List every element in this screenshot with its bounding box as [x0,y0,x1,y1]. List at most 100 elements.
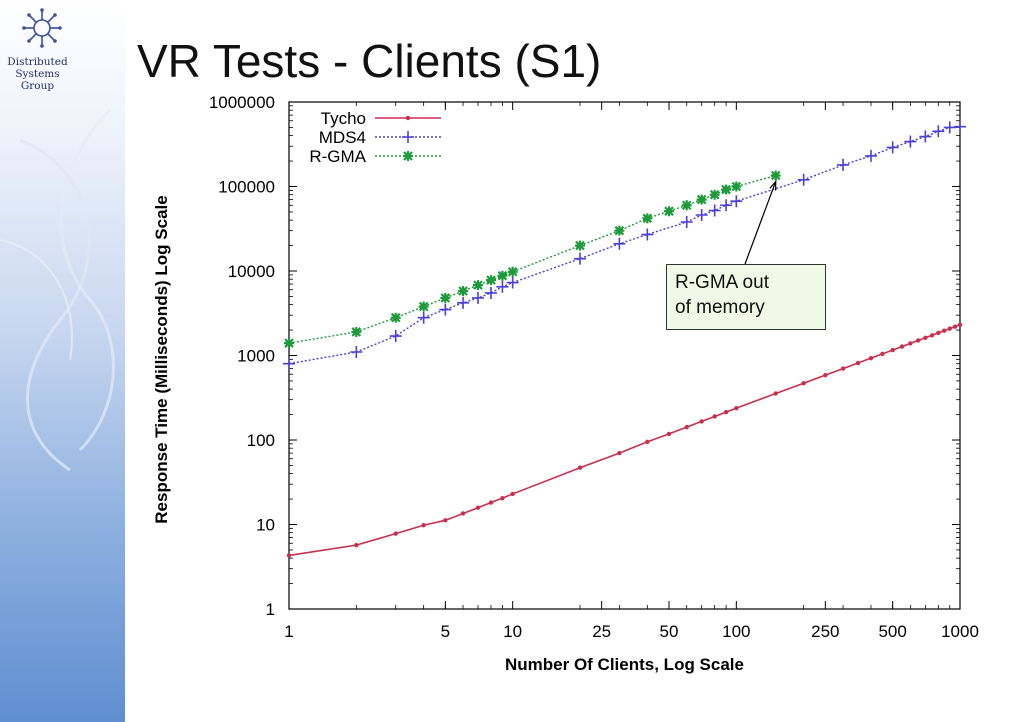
data-point-mds4 [641,228,654,241]
x-tick-label: 10 [503,622,522,641]
data-point-tycho [957,322,963,327]
data-point-tycho [460,511,466,516]
data-point-r-gma [485,275,496,286]
data-point-mds4 [932,125,945,138]
annotation-arrowhead [769,179,777,191]
data-point-mds4 [350,346,363,359]
data-point-tycho [734,405,739,411]
data-point-tycho [890,347,895,353]
decorative-swirl [0,108,115,472]
y-tick-label: 1000 [237,347,275,366]
data-point-tycho [823,372,828,378]
data-point-tycho [801,381,806,386]
data-point-tycho [840,366,846,371]
legend-marker-mds4 [402,131,414,143]
data-point-r-gma [681,200,692,211]
data-point-tycho [947,326,952,331]
data-point-mds4 [283,357,295,370]
data-point-tycho [773,391,778,396]
data-point-mds4 [680,216,693,229]
data-point-tycho [617,450,622,456]
data-point-tycho [393,531,398,536]
data-point-tycho [923,335,928,340]
data-point-tycho [666,431,672,437]
data-point-mds4 [886,141,899,154]
data-point-tycho [952,324,958,329]
data-point-tycho [908,341,913,346]
plot-frame [288,101,961,610]
x-tick-label: 5 [441,622,450,641]
x-tick-label: 1000 [941,622,979,641]
y-tick-label: 10000 [228,262,275,281]
legend-label: Tycho [321,109,366,128]
x-tick-label: 50 [660,622,679,641]
data-point-tycho [577,465,583,470]
data-point-mds4 [943,121,956,134]
data-point-tycho [855,360,861,366]
data-point-r-gma [473,280,484,291]
annotation-line: of memory [675,297,765,318]
data-point-tycho [500,495,505,501]
x-tick-label: 100 [722,622,750,641]
x-tick-label: 500 [878,622,906,641]
data-point-mds4 [417,311,430,324]
annotation-line: R-GMA out [675,272,769,293]
data-point-tycho [712,414,717,419]
data-point-tycho [899,344,905,349]
data-point-tycho [936,330,941,336]
y-tick-label: 10 [256,516,275,535]
data-point-r-gma [418,301,429,312]
data-point-mds4 [613,237,626,250]
legend-marker-tycho [405,115,411,121]
data-point-tycho [421,523,426,528]
series-line-mds4 [288,126,961,365]
data-point-mds4 [708,204,721,217]
annotation-arrow [744,181,777,265]
y-tick-label: 1000000 [209,93,275,112]
y-tick-label: 100 [247,431,275,450]
data-point-r-gma [507,266,518,277]
data-point-mds4 [457,296,470,309]
response-time-chart: 1 10 100 1000 10000 100000 1000000 1 5 10 25 50 100 2… [152,93,979,674]
data-point-mds4 [439,303,452,316]
data-point-mds4 [904,135,917,148]
data-point-mds4 [837,158,850,171]
data-point-mds4 [389,330,402,343]
data-point-mds4 [472,291,485,304]
data-point-r-gma [664,206,675,217]
series-r-gma [284,170,781,349]
data-point-tycho [868,355,874,361]
data-point-mds4 [506,276,519,289]
data-point-tycho [723,409,729,415]
org-name-line: Distributed [7,56,68,68]
data-point-mds4 [730,195,743,208]
data-point-mds4 [720,199,733,212]
data-point-tycho [915,338,921,343]
data-point-mds4 [954,120,966,133]
data-point-r-gma [614,225,625,236]
y-axis-title: Response Time (Milliseconds) Log Scale [152,195,171,523]
series-tycho [286,322,963,558]
data-point-tycho [699,419,704,424]
data-point-tycho [929,333,935,338]
data-point-mds4 [797,173,810,186]
legend-marker-r-gma [403,151,413,161]
series-line-tycho [288,324,961,557]
data-point-r-gma [721,184,732,195]
org-name: Distributed Systems Group [0,56,75,92]
data-point-r-gma [390,312,401,323]
sidebar: Distributed Systems Group [0,0,125,722]
data-point-r-gma [458,285,469,296]
data-point-mds4 [864,149,877,162]
distributed-systems-logo-icon [22,8,62,48]
data-point-tycho [286,553,292,558]
x-tick-label: 1 [284,622,293,641]
series-mds4 [283,120,966,370]
data-point-mds4 [484,286,497,299]
data-point-tycho [475,505,481,510]
data-point-mds4 [919,130,932,143]
data-point-tycho [443,518,448,523]
data-point-r-gma [731,181,742,192]
legend-label: R-GMA [309,147,366,166]
